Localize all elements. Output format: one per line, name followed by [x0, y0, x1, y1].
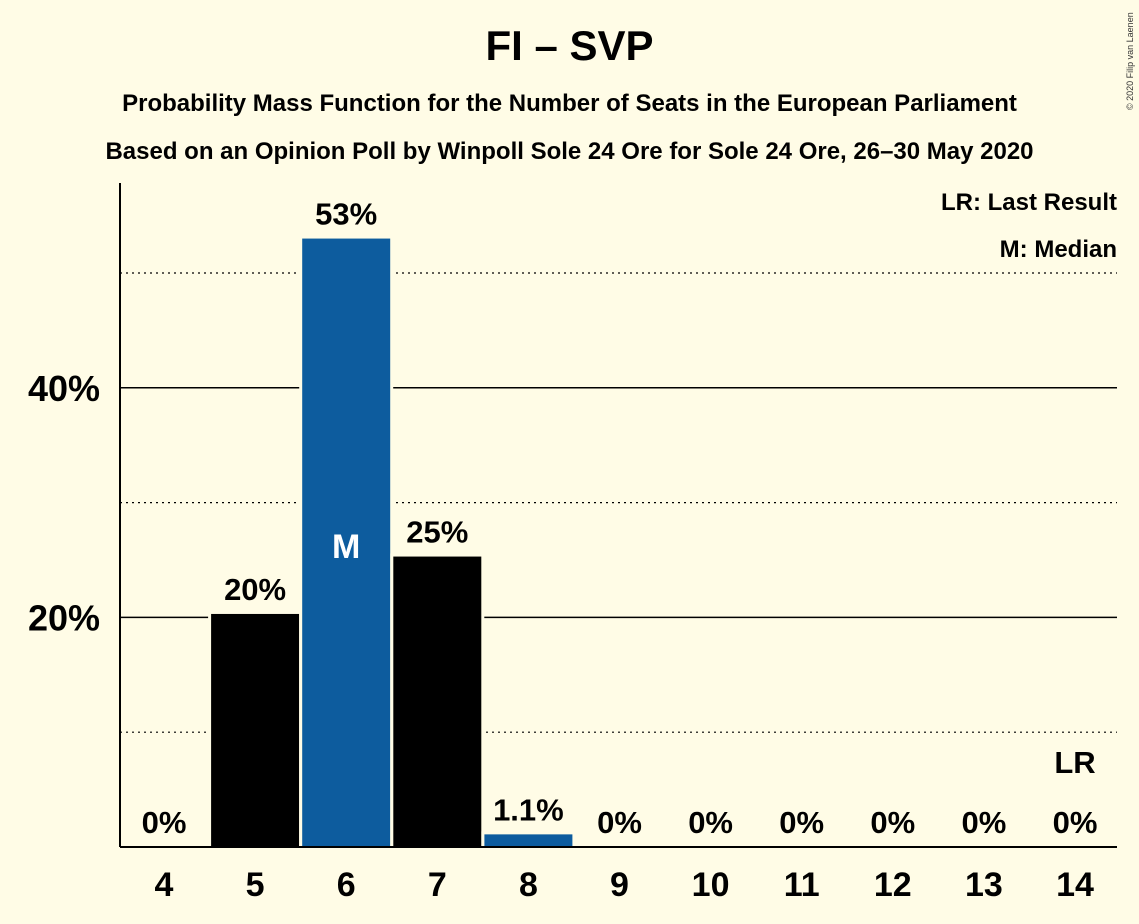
x-tick-label-11: 11 — [784, 866, 820, 904]
value-label-4: 0% — [142, 805, 187, 840]
x-tick-label-14: 14 — [1056, 866, 1094, 904]
value-label-14: 0% — [1053, 805, 1098, 840]
x-tick-label-4: 4 — [155, 866, 174, 904]
chart-subtitle: Probability Mass Function for the Number… — [122, 90, 1017, 117]
x-tick-label-13: 13 — [965, 866, 1003, 904]
value-label-8: 1.1% — [493, 792, 564, 827]
median-marker: M — [332, 528, 360, 566]
chart-source-subtitle: Based on an Opinion Poll by Winpoll Sole… — [105, 138, 1034, 165]
value-label-11: 0% — [779, 805, 824, 840]
value-label-5: 20% — [224, 572, 286, 607]
legend-median: M: Median — [1000, 236, 1117, 263]
value-label-10: 0% — [688, 805, 733, 840]
bar-5 — [211, 613, 300, 847]
y-tick-label: 20% — [28, 597, 100, 638]
labels: 0% 20% 53% M 25% 1.1% 0% 0% 0% 0% 0% 0% LR — [142, 197, 1098, 840]
x-tick-label-7: 7 — [428, 866, 447, 904]
bar-6 — [302, 238, 391, 847]
x-tick-label-9: 9 — [610, 866, 629, 904]
x-tick-label-8: 8 — [519, 866, 538, 904]
x-tick-label-12: 12 — [874, 866, 912, 904]
last-result-marker: LR — [1054, 745, 1095, 780]
axes: 20% 40% 4 5 6 7 8 9 10 11 12 13 14 — [28, 183, 1117, 904]
value-label-12: 0% — [870, 805, 915, 840]
value-label-7: 25% — [406, 515, 468, 550]
bar-7 — [393, 556, 482, 847]
value-label-13: 0% — [961, 805, 1006, 840]
bars — [208, 235, 576, 847]
chart-title: FI – SVP — [485, 22, 654, 69]
x-tick-label-5: 5 — [246, 866, 265, 904]
x-tick-label-6: 6 — [337, 866, 356, 904]
y-tick-label: 40% — [28, 368, 100, 409]
x-tick-label-10: 10 — [692, 866, 730, 904]
value-label-9: 0% — [597, 805, 642, 840]
legend-last-result: LR: Last Result — [941, 189, 1117, 216]
value-label-6: 53% — [315, 197, 377, 232]
bar-8 — [484, 834, 573, 847]
